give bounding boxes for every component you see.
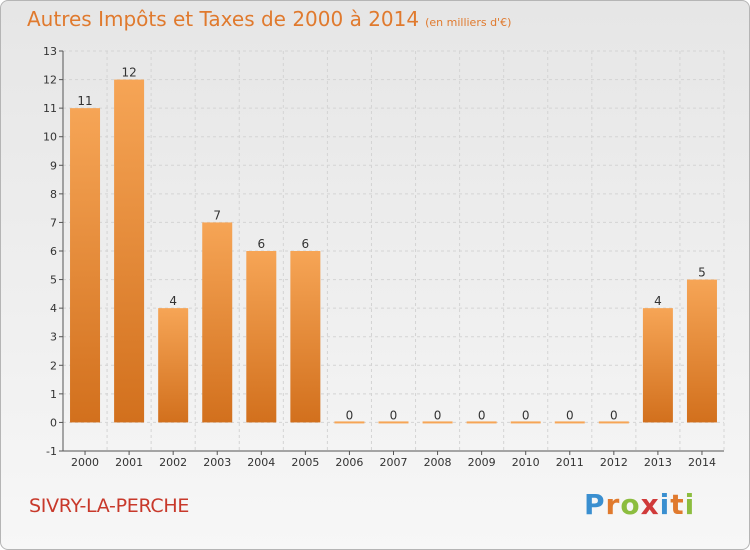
x-tick-label-2009: 2009	[468, 456, 496, 469]
x-tick-label-2003: 2003	[203, 456, 231, 469]
x-tick-label-2012: 2012	[600, 456, 628, 469]
x-tick-label-2004: 2004	[247, 456, 275, 469]
chart-title: Autres Impôts et Taxes de 2000 à 2014 (en…	[27, 7, 511, 31]
bar-2014[interactable]	[686, 279, 717, 423]
y-tick-label: 7	[50, 216, 57, 229]
y-tick-label: 5	[50, 274, 57, 287]
bar-2001[interactable]	[114, 79, 145, 423]
x-tick-label-2005: 2005	[291, 456, 319, 469]
x-tick-label-2014: 2014	[688, 456, 716, 469]
proxiti-logo[interactable]: Proxiti	[584, 488, 695, 521]
value-label-2004: 6	[257, 237, 265, 251]
y-tick-label: 11	[43, 102, 57, 115]
chart-title-text: Autres Impôts et Taxes de 2000 à 2014	[27, 7, 420, 31]
x-tick-label-2008: 2008	[424, 456, 452, 469]
x-tick-label-2001: 2001	[115, 456, 143, 469]
bar-2012[interactable]	[598, 421, 629, 424]
x-tick-label-2000: 2000	[71, 456, 99, 469]
logo-letter: i	[684, 488, 696, 521]
logo-letter: r	[605, 488, 621, 521]
value-label-2007: 0	[390, 408, 398, 422]
bar-2011[interactable]	[554, 421, 585, 424]
value-label-2008: 0	[434, 408, 442, 422]
logo-letter: P	[584, 488, 606, 521]
y-tick-label: 3	[50, 331, 57, 344]
bar-2010[interactable]	[510, 421, 541, 424]
y-tick-label: 10	[43, 131, 57, 144]
bar-2002[interactable]	[158, 308, 189, 423]
bar-2003[interactable]	[202, 222, 233, 423]
bar-2005[interactable]	[290, 251, 321, 423]
value-label-2005: 6	[302, 237, 310, 251]
value-label-2002: 4	[169, 294, 177, 308]
x-tick-label-2006: 2006	[335, 456, 363, 469]
value-label-2003: 7	[213, 208, 221, 222]
y-tick-label: 2	[50, 359, 57, 372]
y-tick-label: 6	[50, 245, 57, 258]
y-tick-label: 8	[50, 188, 57, 201]
bar-2006[interactable]	[334, 421, 365, 424]
logo-letter: x	[640, 488, 660, 521]
x-tick-label-2011: 2011	[556, 456, 584, 469]
y-tick-label: 9	[50, 159, 57, 172]
value-label-2009: 0	[478, 408, 486, 422]
value-label-2011: 0	[566, 408, 574, 422]
bar-2004[interactable]	[246, 251, 277, 423]
x-tick-label-2013: 2013	[644, 456, 672, 469]
logo-letter: i	[659, 488, 671, 521]
bar-2008[interactable]	[422, 421, 453, 424]
y-tick-label: 1	[50, 388, 57, 401]
chart-unit: (en milliers d'€)	[425, 16, 512, 29]
y-tick-label: 0	[50, 416, 57, 429]
x-tick-label-2010: 2010	[512, 456, 540, 469]
x-tick-label-2002: 2002	[159, 456, 187, 469]
value-label-2012: 0	[610, 408, 618, 422]
value-label-2014: 5	[698, 266, 706, 280]
y-tick-label: -1	[46, 445, 57, 458]
value-label-2000: 11	[77, 94, 92, 108]
bar-2007[interactable]	[378, 421, 409, 424]
bar-2009[interactable]	[466, 421, 497, 424]
y-tick-label: 13	[43, 45, 57, 58]
commune-name: SIVRY-LA-PERCHE	[29, 495, 190, 517]
bar-2000[interactable]	[70, 108, 101, 423]
labels: 11 12 4 7 6 6 0 0 0 0 0 0 0 4 5	[77, 66, 705, 423]
y-tick-label: 12	[43, 74, 57, 87]
x-tick-label-2007: 2007	[380, 456, 408, 469]
bars	[70, 79, 717, 424]
logo-letter: t	[670, 488, 685, 521]
value-label-2010: 0	[522, 408, 530, 422]
y-tick-label: 4	[50, 302, 57, 315]
bar-2013[interactable]	[642, 308, 673, 423]
value-label-2001: 12	[121, 66, 136, 80]
logo-letter: o	[620, 488, 641, 521]
value-label-2013: 4	[654, 294, 662, 308]
value-label-2006: 0	[346, 408, 354, 422]
